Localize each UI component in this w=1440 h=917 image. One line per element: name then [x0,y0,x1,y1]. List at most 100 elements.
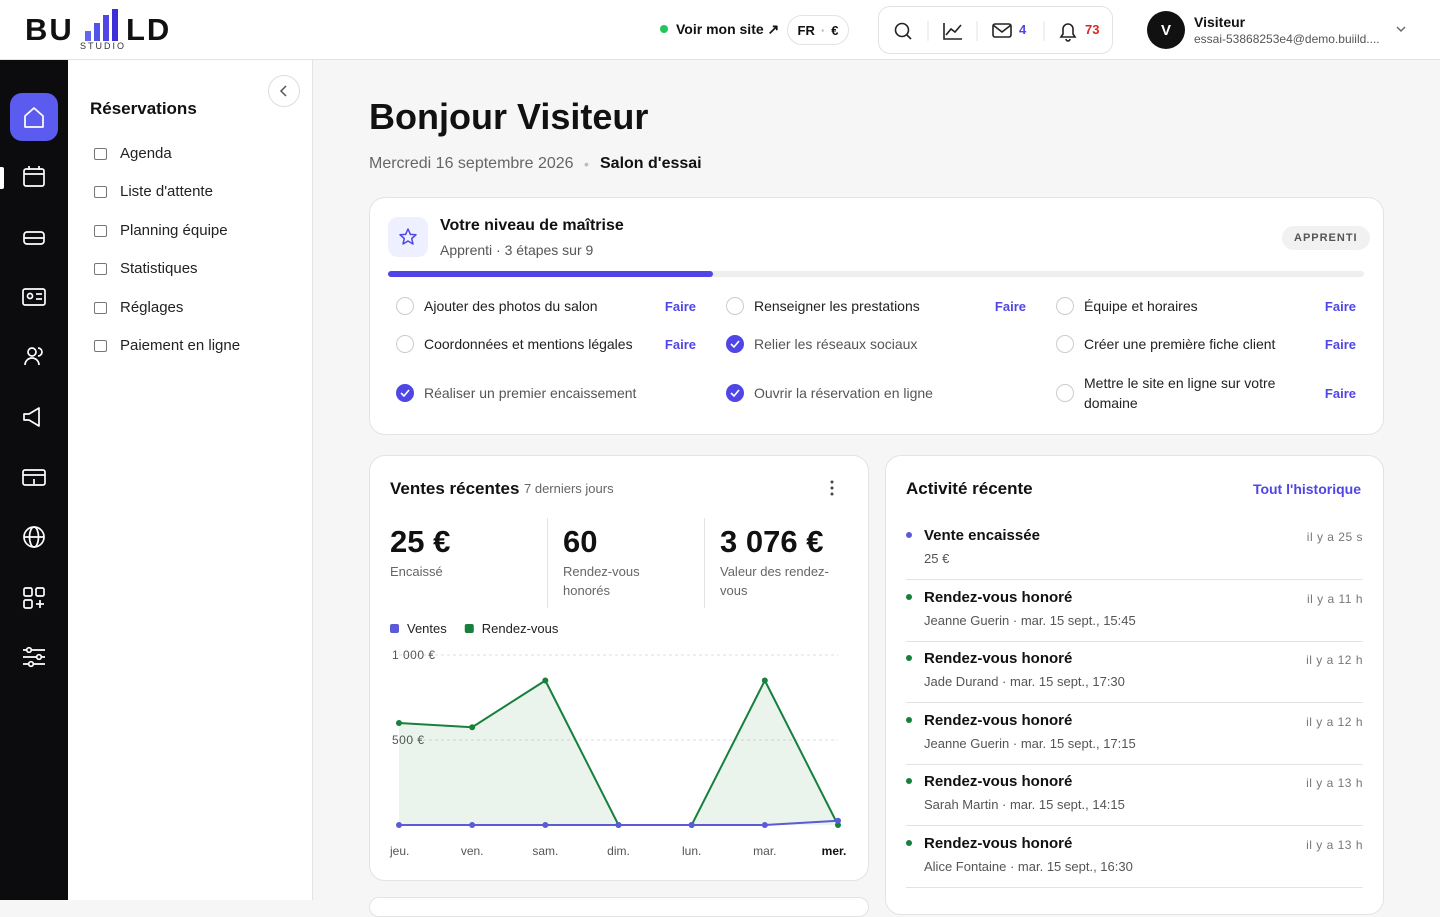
activity-card: Activité récente Tout l'historique Vente… [885,455,1384,915]
user-chevron[interactable] [1395,25,1407,35]
separator: · [820,22,826,38]
checkbox[interactable] [396,297,414,315]
activity-dot [906,532,912,538]
point [615,822,622,828]
submenu-item[interactable]: Planning équipe [120,221,228,239]
checkbox[interactable] [1056,335,1074,353]
activity-item: Rendez-vous honoré Jeanne Guerin · mar. 1… [906,580,1363,642]
task-action[interactable]: Faire [1324,336,1356,352]
checkbox[interactable] [1056,384,1074,402]
point [469,822,476,828]
submenu-item[interactable]: Liste d'attente [120,183,213,201]
task-label: Réaliser un premier encaissement [424,385,637,401]
activity-item: Rendez-vous honoré Jade Durand · mar. 15 … [906,641,1363,704]
task-action[interactable]: Faire [664,336,696,352]
avatar[interactable]: V [1147,11,1185,49]
activity-detail: Jeanne Guerin · mar. 15 sept., 17:15 [924,735,1136,751]
more-button[interactable] [825,478,839,498]
task-action[interactable]: Faire [1324,298,1356,314]
active-nav[interactable] [10,93,58,141]
submenu-item[interactable]: Réglages [120,298,184,316]
submenu-icon [94,263,107,276]
x-tick-label: mar. [753,844,776,858]
task-label: Renseigner les prestations [754,298,920,314]
kpi-divider [704,518,705,608]
kpi-value: 25 € [390,524,451,559]
legend-swatch [390,624,399,633]
logo-sub: STUDIO [80,41,127,51]
checkbox[interactable] [1056,297,1074,315]
logo-icon [85,9,118,41]
sales-title: Ventes récentes [390,479,520,498]
collapse-button[interactable] [268,75,300,107]
activity-time: il y a 12 h [1306,714,1363,729]
legend-swatch [464,624,474,633]
sales-chart: Ventes Rendez-vous 500 € 1 000 € jeu. ven. sam… [389,621,846,858]
mastery-icon [388,217,428,257]
x-tick-label: ven. [461,844,484,858]
notification-count[interactable]: 73 [1085,22,1100,37]
activity-time: il y a 25 s [1306,530,1363,544]
history-link[interactable]: Tout l'historique [1252,481,1361,497]
message-count[interactable]: 4 [1019,22,1027,37]
submenu-item[interactable]: Statistiques [120,260,198,278]
task: Mettre le site en ligne sur votre domain… [1048,363,1378,423]
point [396,720,402,726]
task-label: Ouvrir la réservation en ligne [754,385,933,401]
currency: € [831,22,839,38]
header: BU LD STUDIO Voir mon site ↗ FR · € 4 73 V… [0,0,1440,60]
checkbox[interactable] [396,335,414,353]
user-email: essai-53868253e4@demo.buiild.... [1194,32,1380,46]
submenu-icon [94,148,107,160]
logo-left[interactable]: BU [25,12,74,47]
site-link[interactable]: Voir mon site ↗ [676,21,780,37]
collapse-icon [279,85,287,97]
activity-title: Rendez-vous honoré [924,773,1073,791]
checkbox[interactable] [726,335,744,353]
activity-item: Rendez-vous honoré Alice Fontaine · mar. … [906,826,1363,888]
submenu-title: Réservations [90,99,197,118]
submenu-item[interactable]: Agenda [120,145,172,162]
task-action[interactable]: Faire [994,298,1026,314]
submenu-icon [94,301,107,314]
submenu-icon [94,224,107,237]
activity-item: Rendez-vous honoré Sarah Martin · mar. 15… [906,764,1363,827]
mastery-card: Votre niveau de maîtrise Apprenti · 3 ét… [369,197,1384,435]
task: Relier les réseaux sociaux [718,325,1048,363]
point [835,817,841,824]
kpi-value: 60 [563,524,598,559]
activity-detail: Alice Fontaine · mar. 15 sept., 16:30 [924,859,1133,874]
activity-dot [906,655,912,662]
activity-dot [906,716,912,723]
task: Ajouter des photos du salon Faire [388,287,718,325]
submenu-item[interactable]: Paiement en ligne [120,337,241,354]
sales-period: 7 derniers jours [524,481,614,496]
activity-dot [906,840,912,846]
task-label: Relier les réseaux sociaux [754,336,918,352]
activity-item: Vente encaissée 25 € il y a 25 s [906,518,1363,580]
status-dot [660,25,668,33]
activity-time: il y a 11 h [1307,591,1363,606]
task-action[interactable]: Faire [664,298,696,314]
task-action[interactable]: Faire [1324,385,1356,401]
next-card [369,897,869,917]
check [400,389,410,397]
activity-detail: Jeanne Guerin · mar. 15 sept., 15:45 [924,612,1136,628]
nav-icons[interactable] [0,60,68,700]
x-tick-label: sam. [532,844,558,858]
activity-detail: 25 € [924,551,950,566]
activity-title: Rendez-vous honoré [924,588,1073,606]
greeting: Bonjour Visiteur [369,96,649,137]
checkbox[interactable] [726,384,744,402]
activity-dot [906,778,912,785]
checkbox[interactable] [726,297,744,315]
kpi-label: Valeur des rendez-vous [720,564,829,598]
logo-right[interactable]: LD [126,12,172,47]
progress-fill [388,271,713,277]
date: Mercredi 16 septembre 2026 [369,155,574,172]
y-tick-label: 500 € [392,733,425,747]
locale-pill[interactable]: FR · € [787,15,849,45]
checkbox[interactable] [396,384,414,402]
point [542,677,549,684]
activity-dot [906,593,912,600]
